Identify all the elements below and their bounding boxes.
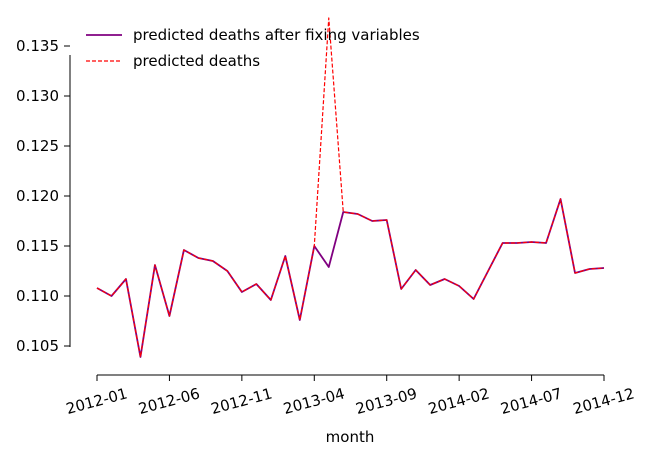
y-tick-label: 0.115 (16, 237, 59, 255)
series-line-predicted-deaths-fixed (96, 198, 605, 358)
x-tick-label: 2014-02 (426, 384, 491, 418)
y-tick-label: 0.125 (16, 137, 59, 155)
x-tick-label: 2012-01 (64, 384, 129, 418)
series-line-predicted-deaths (96, 17, 605, 358)
y-tick-label: 0.120 (16, 187, 59, 205)
y-axis: 0.105 0.110 0.115 0.120 0.125 0.130 0.135 (16, 37, 71, 355)
legend-label: predicted deaths (133, 52, 260, 70)
x-tick-label: 2012-06 (137, 384, 202, 418)
x-tick-label: 2013-09 (354, 384, 419, 418)
x-axis: 2012-01 2012-06 2012-11 2013-04 2013-09 2014-… (64, 374, 636, 418)
y-tick-label: 0.105 (16, 337, 59, 355)
x-axis-label: month (326, 428, 375, 446)
y-tick-label: 0.135 (16, 37, 59, 55)
series-group (96, 17, 605, 358)
y-tick-label: 0.110 (16, 287, 59, 305)
y-tick-label: 0.130 (16, 87, 59, 105)
x-tick-label: 2012-11 (209, 384, 274, 418)
legend-label: predicted deaths after fixing variables (133, 26, 420, 44)
x-tick-label: 2013-04 (281, 384, 346, 418)
x-tick-label: 2014-07 (499, 384, 564, 418)
legend: predicted deaths after fixing variables p… (86, 26, 420, 70)
x-tick-label: 2014-12 (571, 384, 636, 418)
